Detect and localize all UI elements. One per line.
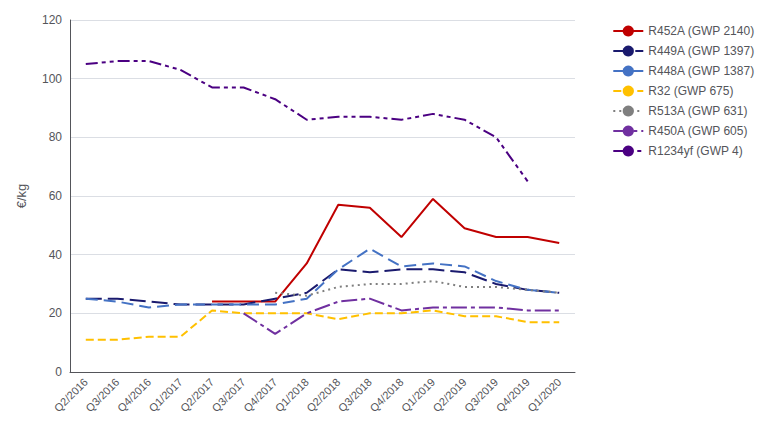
svg-text:Q3/2017: Q3/2017 bbox=[210, 376, 248, 414]
svg-text:Q2/2018: Q2/2018 bbox=[304, 376, 342, 414]
svg-text:Q2/2019: Q2/2019 bbox=[430, 376, 468, 414]
svg-text:Q4/2017: Q4/2017 bbox=[241, 376, 279, 414]
svg-text:40: 40 bbox=[49, 248, 63, 262]
svg-text:20: 20 bbox=[49, 306, 63, 320]
svg-text:0: 0 bbox=[55, 365, 62, 379]
svg-text:€/kg: €/kg bbox=[14, 184, 29, 209]
svg-text:Q1/2018: Q1/2018 bbox=[273, 376, 311, 414]
svg-text:120: 120 bbox=[42, 13, 62, 27]
svg-text:R450A (GWP 605): R450A (GWP 605) bbox=[648, 124, 747, 138]
svg-text:Q2/2016: Q2/2016 bbox=[52, 376, 90, 414]
svg-text:R449A (GWP 1397): R449A (GWP 1397) bbox=[648, 44, 754, 58]
svg-text:60: 60 bbox=[49, 189, 63, 203]
svg-text:Q1/2020: Q1/2020 bbox=[525, 376, 563, 414]
svg-text:R513A (GWP 631): R513A (GWP 631) bbox=[648, 104, 747, 118]
svg-text:Q1/2017: Q1/2017 bbox=[146, 376, 184, 414]
svg-text:Q3/2018: Q3/2018 bbox=[336, 376, 374, 414]
svg-text:Q4/2016: Q4/2016 bbox=[115, 376, 153, 414]
svg-text:Q3/2019: Q3/2019 bbox=[462, 376, 500, 414]
svg-text:100: 100 bbox=[42, 72, 62, 86]
svg-text:R32 (GWP 675): R32 (GWP 675) bbox=[648, 84, 733, 98]
svg-text:Q4/2018: Q4/2018 bbox=[367, 376, 405, 414]
svg-text:Q4/2019: Q4/2019 bbox=[494, 376, 532, 414]
svg-text:80: 80 bbox=[49, 130, 63, 144]
svg-text:R448A (GWP 1387): R448A (GWP 1387) bbox=[648, 64, 754, 78]
svg-text:Q2/2017: Q2/2017 bbox=[178, 376, 216, 414]
svg-text:Q1/2019: Q1/2019 bbox=[399, 376, 437, 414]
svg-text:R1234yf (GWP 4): R1234yf (GWP 4) bbox=[648, 144, 742, 158]
svg-text:R452A (GWP 2140): R452A (GWP 2140) bbox=[648, 24, 754, 38]
svg-text:Q3/2016: Q3/2016 bbox=[83, 376, 121, 414]
